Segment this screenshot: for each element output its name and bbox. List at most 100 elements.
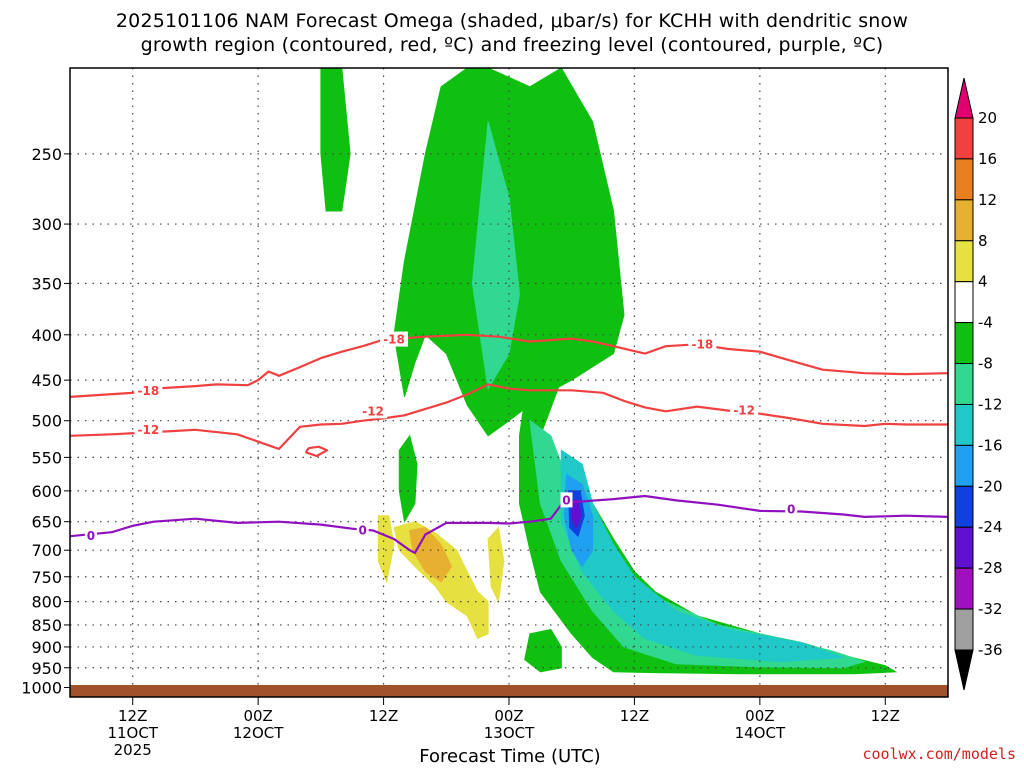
- omega-region--8: [471, 121, 521, 391]
- colorbar-label-8: -16: [978, 436, 1003, 454]
- contour-label-bg-1: [380, 331, 409, 347]
- colorbar-label-11: -28: [978, 559, 1003, 577]
- colorbar-swatch-7: [954, 403, 974, 446]
- x-tick-label-6: 12Z: [118, 707, 147, 725]
- omega-region-4: [377, 515, 395, 584]
- contour-label-2: -18: [692, 337, 714, 351]
- y-tick-label-400: 400: [31, 326, 62, 345]
- colorbar-label-4: 4: [978, 273, 988, 291]
- omega-region-4: [487, 526, 505, 604]
- colorbar-swatch-4: [954, 281, 974, 324]
- colorbar-arrow-top: [954, 77, 974, 119]
- y-tick-label-550: 550: [31, 448, 62, 467]
- colorbar-label-12: -32: [978, 600, 1003, 618]
- colorbar-label-3: 8: [978, 232, 988, 250]
- y-tick-label-650: 650: [31, 513, 62, 532]
- x-tick-date-6: 11OCT: [107, 724, 158, 742]
- colorbar-label-7: -12: [978, 395, 1003, 413]
- contour-label-bg-2: [688, 336, 717, 352]
- contour-label-5: -12: [733, 404, 755, 418]
- x-tick-label-42: 00Z: [494, 707, 523, 725]
- y-tick-label-700: 700: [31, 541, 62, 560]
- omega-region--24: [571, 499, 582, 529]
- omega-region--4: [320, 68, 351, 212]
- y-tick-label-900: 900: [31, 638, 62, 657]
- colorbar-swatch-6: [954, 363, 974, 405]
- contour-label-bg-5: [730, 402, 759, 418]
- contour-label-7: 0: [358, 523, 366, 537]
- chart-title-line-2: growth region (contoured, red, ºC) and f…: [140, 34, 884, 56]
- colorbar-swatch-9: [954, 485, 974, 528]
- colorbar-swatch-0: [954, 117, 974, 160]
- colorbar-label-2: 12: [978, 191, 997, 209]
- ground-surface-bar: [70, 685, 948, 697]
- y-tick-label-500: 500: [31, 412, 62, 431]
- colorbar-arrow-bottom: [954, 649, 974, 691]
- y-tick-label-750: 750: [31, 568, 62, 587]
- y-tick-label-450: 450: [31, 371, 62, 390]
- y-axis-pressure-ticks: 250 300 350 400 450 500 550 600 650 700 750 800 850 9…: [21, 145, 70, 697]
- contour-label-6: 0: [87, 529, 95, 543]
- contour-label-3: -12: [138, 423, 160, 437]
- contour-label-8: 0: [562, 493, 570, 507]
- colorbar-swatch-11: [954, 567, 974, 610]
- omega-region--4: [398, 434, 418, 524]
- x-tick-year-6: 2025: [114, 741, 152, 759]
- contour-label-bg-3: [134, 421, 163, 437]
- y-tick-label-600: 600: [31, 482, 62, 501]
- x-tick-label-78: 12Z: [871, 707, 900, 725]
- x-tick-date-66: 14OCT: [735, 724, 786, 742]
- y-tick-label-300: 300: [31, 215, 62, 234]
- contour-line-0-3: [70, 494, 948, 555]
- colorbar-swatch-10: [954, 526, 974, 569]
- colorbar-swatch-12: [954, 608, 974, 651]
- colorbar-swatch-8: [954, 444, 974, 487]
- contour-label-bg-0: [134, 383, 163, 399]
- x-tick-date-42: 13OCT: [484, 724, 535, 742]
- omega-region--4: [524, 628, 562, 673]
- contour-label-bg-9: [785, 501, 798, 517]
- y-tick-label-250: 250: [31, 145, 62, 164]
- colorbar-label-10: -24: [978, 518, 1003, 536]
- contour-label-bg-6: [84, 528, 97, 544]
- y-tick-label-350: 350: [31, 274, 62, 293]
- colorbar-label-5: -4: [978, 314, 993, 332]
- colorbar-label-0: 20: [978, 109, 997, 127]
- contour-label-0: -18: [138, 384, 160, 398]
- contour-label-4: -12: [362, 404, 384, 418]
- contour-label-1: -18: [383, 333, 405, 347]
- x-axis-title: Forecast Time (UTC): [419, 746, 601, 767]
- colorbar-swatch-2: [954, 199, 974, 242]
- x-tick-label-30: 12Z: [369, 707, 398, 725]
- omega-region--12: [560, 449, 844, 663]
- colorbar-swatch-3: [954, 240, 974, 283]
- contour-line-m18-0: [70, 333, 948, 398]
- contour-label-bg-4: [359, 403, 388, 419]
- colorbar-label-9: -20: [978, 477, 1003, 495]
- contour-label-9: 0: [787, 503, 795, 517]
- contour-label-bg-7: [356, 522, 369, 538]
- y-tick-label-800: 800: [31, 593, 62, 612]
- colorbar-label-1: 16: [978, 150, 997, 168]
- credit-link[interactable]: coolwx.com/models: [862, 745, 1016, 763]
- x-tick-label-18: 00Z: [243, 707, 272, 725]
- y-tick-label-1000: 1000: [21, 678, 62, 697]
- y-tick-label-850: 850: [31, 616, 62, 635]
- chart-title-line-1: 2025101106 NAM Forecast Omega (shaded, μ…: [115, 10, 909, 32]
- omega-colorbar: 20 16 12 8 4 -4 -8 -12 -16 -20 -24 -28 -32 -36: [954, 77, 1003, 691]
- x-tick-date-18: 12OCT: [233, 724, 284, 742]
- contour-line-m12-1: [70, 383, 948, 450]
- contour-label-bg-8: [560, 492, 573, 508]
- colorbar-label-6: -8: [978, 355, 993, 373]
- colorbar-label-13: -36: [978, 641, 1003, 659]
- colorbar-swatch-5: [954, 322, 974, 365]
- omega-shading-layer: [320, 68, 898, 675]
- contour-layer: -18 -18 -18 -12 -12 -12 0 0 0 0: [70, 331, 948, 555]
- x-tick-label-54: 12Z: [620, 707, 649, 725]
- y-tick-label-950: 950: [31, 659, 62, 678]
- contour-line-m12-2: [305, 445, 329, 458]
- colorbar-swatch-1: [954, 158, 974, 201]
- x-tick-label-66: 00Z: [745, 707, 774, 725]
